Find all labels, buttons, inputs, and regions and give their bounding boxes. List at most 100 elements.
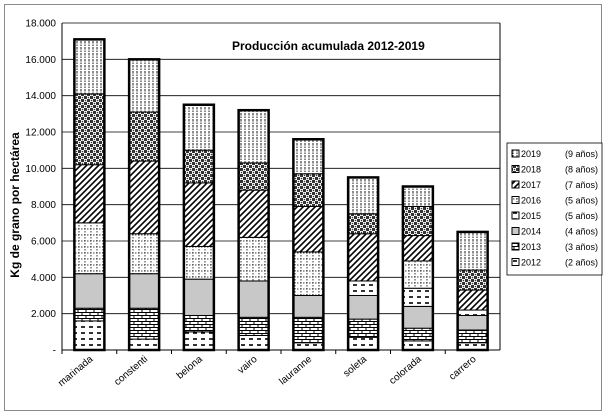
legend-swatch — [511, 242, 520, 251]
bar-segment-2012 — [183, 331, 215, 351]
bar-segment-2017 — [292, 205, 324, 253]
legend-year: 2013 — [521, 242, 541, 252]
bar-segment-2012 — [73, 320, 105, 351]
bar-segment-2018 — [183, 149, 215, 184]
legend-year: 2015 — [521, 211, 541, 221]
x-tick-label: lauranne — [277, 354, 314, 388]
bar-segment-2014 — [73, 273, 105, 309]
y-tick-label: 16.000 — [25, 55, 56, 66]
bar-segment-2019 — [238, 109, 270, 164]
bar-segment-2012 — [238, 334, 270, 351]
bar-segment-2015 — [457, 309, 489, 316]
y-tick-label: 6.000 — [31, 237, 56, 248]
x-tick-label: soleta — [342, 354, 370, 380]
bar-segment-2014 — [128, 273, 160, 309]
y-tick-label: 14.000 — [25, 91, 56, 102]
bar-segment-2014 — [347, 295, 379, 320]
bar-segment-2017 — [73, 164, 105, 224]
bar-segment-2019 — [457, 231, 489, 271]
legend-years-label: (5 años) — [565, 196, 598, 206]
x-tick-label: colorada — [387, 354, 424, 387]
y-tick-label: 10.000 — [25, 164, 56, 175]
legend-year: 2014 — [521, 227, 541, 237]
x-tick-label: marinada — [56, 354, 95, 390]
bar-segment-2018 — [238, 162, 270, 191]
bar-segment-2019 — [402, 186, 434, 207]
legend-swatch — [511, 196, 520, 204]
bar-segment-2016 — [292, 251, 324, 296]
x-tick-label: constenti — [112, 354, 150, 388]
bar-segment-2018 — [457, 269, 489, 291]
y-tick-label: 4.000 — [31, 273, 56, 284]
y-axis-label: Kg de grano por hectárea — [8, 132, 22, 278]
bar-segment-2017 — [402, 235, 434, 262]
y-tick-label: - — [53, 346, 56, 357]
bar-segment-2018 — [347, 213, 379, 235]
bar-segment-2019 — [292, 138, 324, 175]
gridlines — [62, 22, 500, 315]
bar-segment-2018 — [128, 111, 160, 162]
bars-group — [73, 38, 489, 352]
legend-swatch — [511, 180, 520, 189]
legend-swatch — [511, 211, 520, 220]
bar-segment-2014 — [402, 305, 434, 329]
bar-segment-2015 — [402, 287, 434, 307]
bar-segment-2012 — [347, 336, 379, 351]
bar-segment-2013 — [183, 314, 215, 333]
bar-segment-2015 — [347, 280, 379, 297]
bar-segment-2013 — [457, 329, 489, 344]
legend-swatch — [511, 149, 520, 158]
bar-segment-2014 — [292, 295, 324, 318]
bar-segment-2017 — [238, 189, 270, 238]
legend-year: 2018 — [521, 165, 541, 175]
bar-segment-2016 — [402, 260, 434, 289]
bar-segment-2012 — [402, 340, 434, 351]
bar-segment-2019 — [183, 104, 215, 151]
legend-years-label: (2 años) — [565, 258, 598, 268]
legend-swatch — [511, 227, 520, 235]
bar-segment-2017 — [457, 289, 489, 311]
bar-segment-2018 — [402, 205, 434, 237]
legend-swatch — [511, 165, 520, 173]
legend: 2019 (9 años) 2018 (8 años) 2017 (7 años) 2016… — [506, 142, 603, 276]
bar-segment-2013 — [128, 307, 160, 340]
bar-segment-2014 — [238, 280, 270, 318]
bar-segment-2019 — [347, 176, 379, 215]
bar-segment-2012 — [128, 338, 160, 351]
bar-segment-2013 — [238, 316, 270, 336]
chart-title: Producción acumulada 2012-2019 — [232, 39, 425, 53]
bar-segment-2018 — [292, 173, 324, 207]
bar-segment-2017 — [128, 160, 160, 235]
bar-segment-2016 — [183, 245, 215, 280]
bar-segment-2019 — [73, 38, 105, 95]
y-tick-label: 18.000 — [25, 19, 56, 30]
bar-segment-2016 — [73, 222, 105, 275]
bar-segment-2016 — [238, 236, 270, 282]
legend-years-label: (7 años) — [565, 180, 598, 190]
bar-segment-2013 — [73, 307, 105, 322]
y-tick-label: 12.000 — [25, 128, 56, 139]
y-tick-label: 2.000 — [31, 309, 56, 320]
x-tick-label: belona — [175, 354, 205, 382]
bar-segment-2013 — [292, 316, 324, 344]
legend-years-label: (5 años) — [565, 211, 598, 221]
bar-segment-2019 — [128, 58, 160, 113]
legend-years-label: (3 años) — [565, 242, 598, 252]
legend-year: 2012 — [521, 258, 541, 268]
legend-years-label: (9 años) — [565, 149, 598, 159]
x-tick-label: carrero — [447, 354, 479, 383]
legend-years-label: (4 años) — [565, 227, 598, 237]
legend-year: 2016 — [521, 196, 541, 206]
bar-segment-2014 — [183, 278, 215, 316]
y-tick-label: 8.000 — [31, 200, 56, 211]
bar-segment-2013 — [347, 318, 379, 338]
bar-segment-2016 — [128, 233, 160, 275]
x-tick-label: vairo — [236, 354, 260, 377]
bar-segment-2013 — [402, 327, 434, 342]
bar-segment-2014 — [457, 314, 489, 331]
legend-swatch — [511, 258, 520, 266]
bar-segment-2017 — [183, 182, 215, 247]
bar-segment-2017 — [347, 233, 379, 282]
legend-year: 2017 — [521, 180, 541, 190]
bar-segment-2018 — [73, 93, 105, 166]
